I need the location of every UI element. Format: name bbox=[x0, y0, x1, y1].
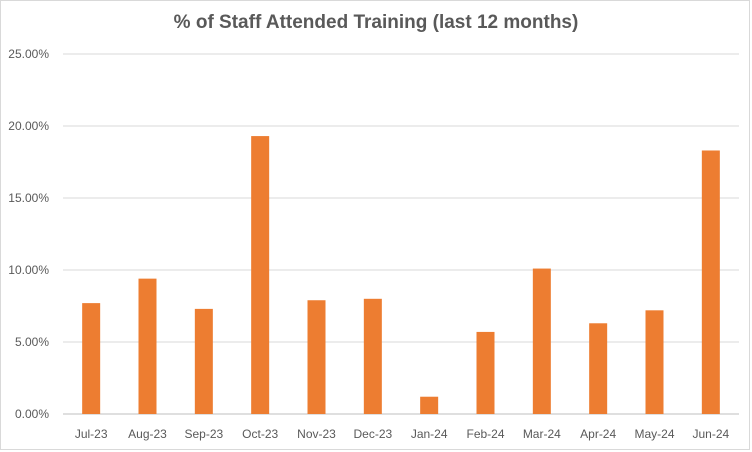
x-tick-label: Jan-24 bbox=[411, 427, 448, 441]
x-tick-label: Oct-23 bbox=[242, 427, 278, 441]
bar bbox=[645, 310, 664, 414]
y-tick-label: 0.00% bbox=[15, 407, 49, 421]
y-tick-label: 20.00% bbox=[8, 119, 49, 133]
y-tick-label: 15.00% bbox=[8, 191, 49, 205]
x-tick-label: Apr-24 bbox=[580, 427, 616, 441]
x-tick-label: Nov-23 bbox=[297, 427, 336, 441]
bar bbox=[532, 268, 551, 414]
x-tick-label: Jun-24 bbox=[692, 427, 729, 441]
bar bbox=[194, 308, 213, 414]
y-tick-label: 5.00% bbox=[15, 335, 49, 349]
x-tick-label: May-24 bbox=[634, 427, 674, 441]
bar bbox=[589, 323, 608, 414]
x-tick-label: Feb-24 bbox=[466, 427, 504, 441]
bar bbox=[138, 278, 157, 414]
bar bbox=[363, 298, 382, 414]
x-tick-label: Mar-24 bbox=[523, 427, 561, 441]
bar bbox=[701, 150, 720, 415]
chart-title: % of Staff Attended Training (last 12 mo… bbox=[174, 12, 579, 33]
y-tick-label: 10.00% bbox=[8, 263, 49, 277]
bar bbox=[307, 300, 326, 414]
gridlines bbox=[63, 53, 739, 415]
x-tick-label: Dec-23 bbox=[353, 427, 392, 441]
bar bbox=[82, 303, 101, 414]
bars bbox=[82, 136, 720, 415]
x-tick-label: Aug-23 bbox=[128, 427, 167, 441]
bar bbox=[476, 331, 495, 414]
bar bbox=[251, 136, 270, 414]
y-axis-ticks: 0.00% 5.00% 10.00% 15.00% 20.00% 25.00% bbox=[8, 47, 49, 421]
x-axis-ticks: Jul-23 Aug-23 Sep-23 Oct-23 Nov-23 Dec-23 Jan-… bbox=[75, 427, 730, 441]
bar bbox=[420, 396, 439, 414]
y-tick-label: 25.00% bbox=[8, 47, 49, 61]
x-tick-label: Jul-23 bbox=[75, 427, 108, 441]
x-tick-label: Sep-23 bbox=[184, 427, 223, 441]
